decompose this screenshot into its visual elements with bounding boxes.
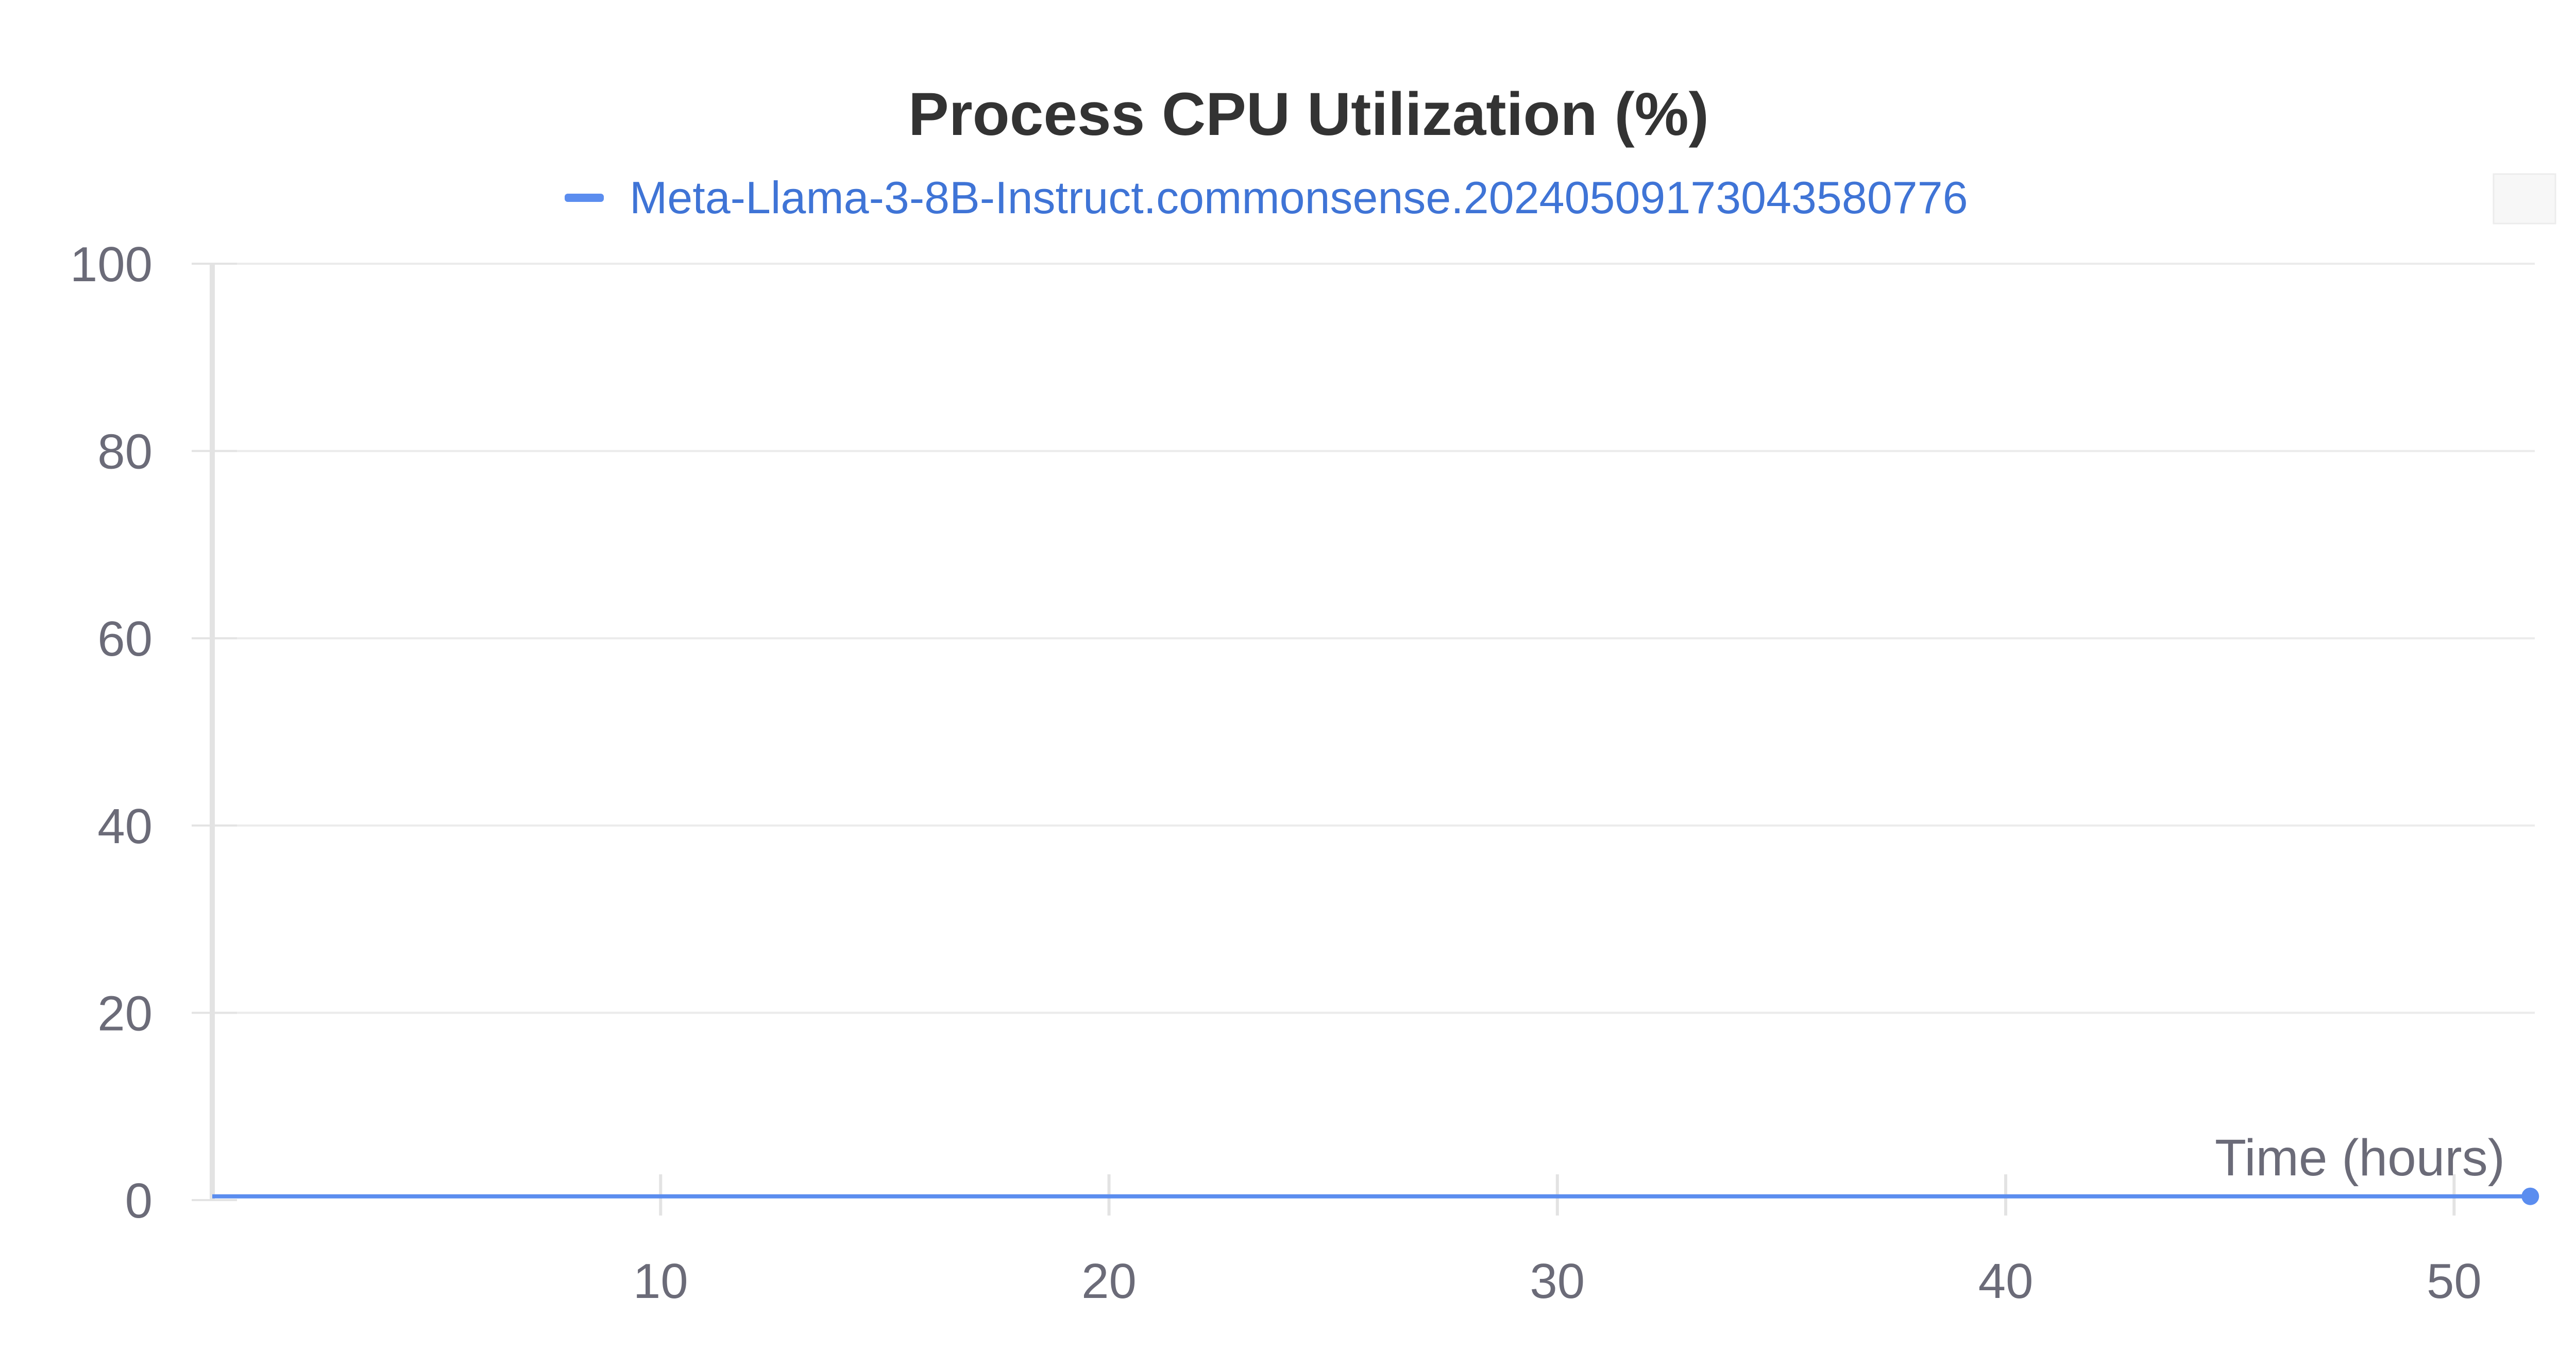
x-axis-title: Time (hours) bbox=[2215, 1129, 2505, 1187]
chart-title: Process CPU Utilization (%) bbox=[908, 80, 1709, 148]
y-axis-ticks: 0 20 40 60 80 100 bbox=[70, 237, 237, 1228]
grid bbox=[212, 263, 2535, 1014]
x-tick-label: 30 bbox=[1530, 1254, 1585, 1309]
legend-swatch bbox=[565, 194, 604, 202]
x-tick-label: 40 bbox=[1978, 1254, 2033, 1309]
series-layer bbox=[212, 1187, 2539, 1205]
x-tick-label: 50 bbox=[2427, 1254, 2482, 1309]
legend-label: Meta-Llama-3-8B-Instruct.commonsense.202… bbox=[630, 172, 1968, 223]
series-endpoint[interactable] bbox=[2521, 1187, 2539, 1205]
y-tick-label: 80 bbox=[97, 424, 152, 480]
x-tick-label: 10 bbox=[633, 1254, 688, 1309]
y-tick-label: 40 bbox=[97, 799, 152, 854]
x-tick-label: 20 bbox=[1081, 1254, 1137, 1309]
chart-toolbar-button[interactable] bbox=[2493, 173, 2556, 225]
legend[interactable]: Meta-Llama-3-8B-Instruct.commonsense.202… bbox=[565, 172, 1968, 223]
y-tick-label: 20 bbox=[97, 986, 152, 1041]
y-tick-label: 60 bbox=[97, 611, 152, 666]
y-tick-label: 0 bbox=[125, 1173, 152, 1228]
x-axis-ticks: 10 20 30 40 50 bbox=[633, 1174, 2482, 1309]
y-tick-label: 100 bbox=[70, 237, 152, 292]
